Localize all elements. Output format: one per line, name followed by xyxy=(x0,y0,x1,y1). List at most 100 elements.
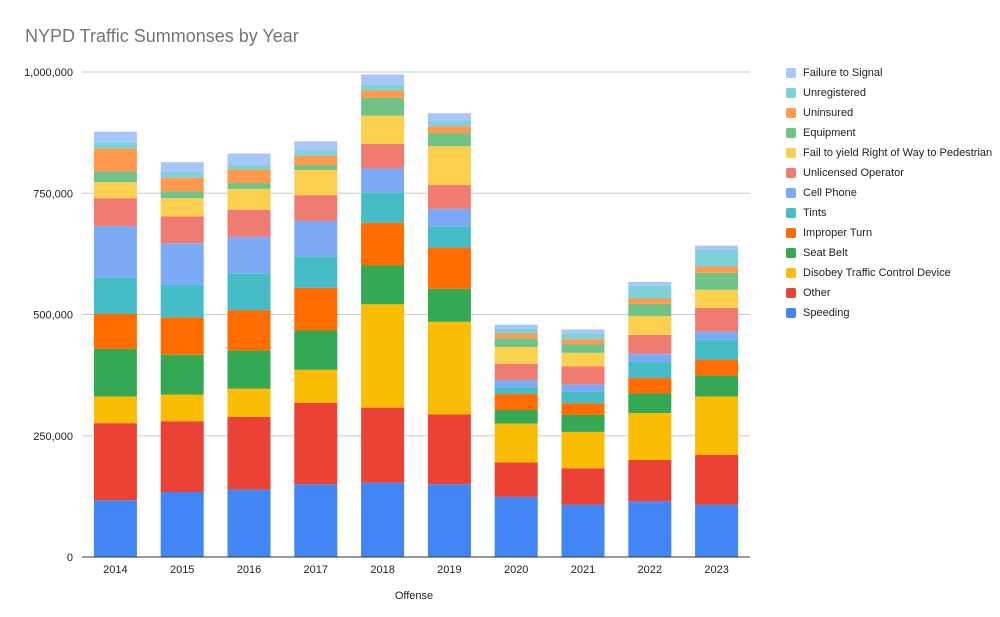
bar-segment xyxy=(361,84,405,91)
legend-item: Cell Phone xyxy=(786,183,992,203)
legend-label: Other xyxy=(803,287,831,299)
bar-segment xyxy=(93,277,137,315)
bar-segment xyxy=(361,407,405,483)
bar-segment xyxy=(427,133,471,147)
bar-segment xyxy=(494,324,538,329)
bar-segment xyxy=(628,315,672,335)
bar-segment xyxy=(227,273,271,311)
bar-segment xyxy=(160,243,204,285)
y-tick-label: 250,000 xyxy=(33,431,73,443)
bar-segment xyxy=(160,354,204,395)
bar-segment xyxy=(361,222,405,266)
bar-segment xyxy=(294,402,338,485)
bar-segment xyxy=(695,245,739,250)
legend-label: Speeding xyxy=(803,307,850,319)
x-tick-label: 2020 xyxy=(504,564,528,576)
legend-item: Disobey Traffic Control Device xyxy=(786,263,992,283)
bar-segment xyxy=(628,303,672,316)
bar-segment xyxy=(628,460,672,502)
bar-segment xyxy=(160,191,204,199)
bar-segment xyxy=(294,169,338,196)
bar-segment xyxy=(160,177,204,192)
bar-segment xyxy=(227,153,271,165)
bar-segment xyxy=(695,504,739,557)
bar-segment xyxy=(294,155,338,166)
bar-segment xyxy=(561,403,605,415)
legend-swatch xyxy=(786,148,796,158)
legend-label: Unregistered xyxy=(803,87,866,99)
bar-segment xyxy=(160,492,204,557)
bar-segment xyxy=(93,226,137,278)
legend-item: Speeding xyxy=(786,303,992,323)
legend-label: Disobey Traffic Control Device xyxy=(803,267,951,279)
bar-segment xyxy=(427,247,471,289)
bar-segment xyxy=(227,350,271,389)
bar-segment xyxy=(427,113,471,122)
bar-segment xyxy=(561,344,605,353)
bar-segment xyxy=(160,421,204,493)
legend-item: Unregistered xyxy=(786,83,992,103)
bar-segment xyxy=(561,468,605,505)
bar-segment xyxy=(93,142,137,149)
bar-segment xyxy=(427,484,471,557)
bar-segment xyxy=(695,339,739,360)
bar-segment xyxy=(93,500,137,557)
legend-item: Other xyxy=(786,283,992,303)
bar-segment xyxy=(227,188,271,210)
bar-segment xyxy=(294,484,338,557)
bar-segment xyxy=(561,352,605,367)
x-tick-label: 2018 xyxy=(370,564,394,576)
legend-swatch xyxy=(786,128,796,138)
legend-swatch xyxy=(786,108,796,118)
bar-segment xyxy=(294,141,338,152)
legend-swatch xyxy=(786,248,796,258)
legend-swatch xyxy=(786,208,796,218)
bar-segment xyxy=(93,131,137,143)
legend-label: Seat Belt xyxy=(803,247,848,259)
legend-label: Failure to Signal xyxy=(803,67,883,79)
bar-segment xyxy=(695,396,739,455)
bar-segment xyxy=(294,165,338,170)
legend-swatch xyxy=(786,88,796,98)
y-axis-ticks: 0 250,000 500,000 750,000 1,000,000 xyxy=(24,67,73,564)
bar-segment xyxy=(427,185,471,209)
bar-segment xyxy=(561,414,605,432)
bar-segment xyxy=(494,387,538,395)
x-tick-label: 2015 xyxy=(170,564,194,576)
bar-segment xyxy=(695,454,739,505)
chart-title: NYPD Traffic Summonses by Year xyxy=(25,26,299,46)
x-tick-label: 2023 xyxy=(704,564,728,576)
bar-segment xyxy=(695,249,739,267)
bar-segment xyxy=(93,423,137,501)
legend-item: Failure to Signal xyxy=(786,63,992,83)
y-tick-label: 0 xyxy=(67,552,73,564)
legend-item: Uninsured xyxy=(786,103,992,123)
bar-segment xyxy=(494,379,538,388)
legend-label: Equipment xyxy=(803,127,856,139)
legend-swatch xyxy=(786,168,796,178)
bar-segment xyxy=(561,391,605,404)
bar-segment xyxy=(695,307,739,332)
bar-segment xyxy=(227,416,271,490)
bar-segment xyxy=(160,198,204,217)
bar-segment xyxy=(561,339,605,345)
bar-segment xyxy=(695,375,739,397)
bar-segment xyxy=(494,410,538,424)
bar-segment xyxy=(160,216,204,244)
legend-swatch xyxy=(786,308,796,318)
bar-segment xyxy=(160,162,204,172)
y-tick-label: 1,000,000 xyxy=(24,67,73,79)
x-axis-ticks: 2014 2015 2016 2017 2018 2019 2020 2021 2022 2023 xyxy=(103,564,729,576)
bar-segment xyxy=(628,378,672,394)
bar-segment xyxy=(160,171,204,178)
legend-label: Improper Turn xyxy=(803,227,873,239)
bar-segment xyxy=(427,321,471,415)
legend-item: Improper Turn xyxy=(786,223,992,243)
legend-item: Equipment xyxy=(786,123,992,143)
legend-swatch xyxy=(786,228,796,238)
bar-segment xyxy=(294,369,338,403)
bar-segment xyxy=(427,226,471,248)
legend-swatch xyxy=(786,268,796,278)
bar-segment xyxy=(494,423,538,463)
